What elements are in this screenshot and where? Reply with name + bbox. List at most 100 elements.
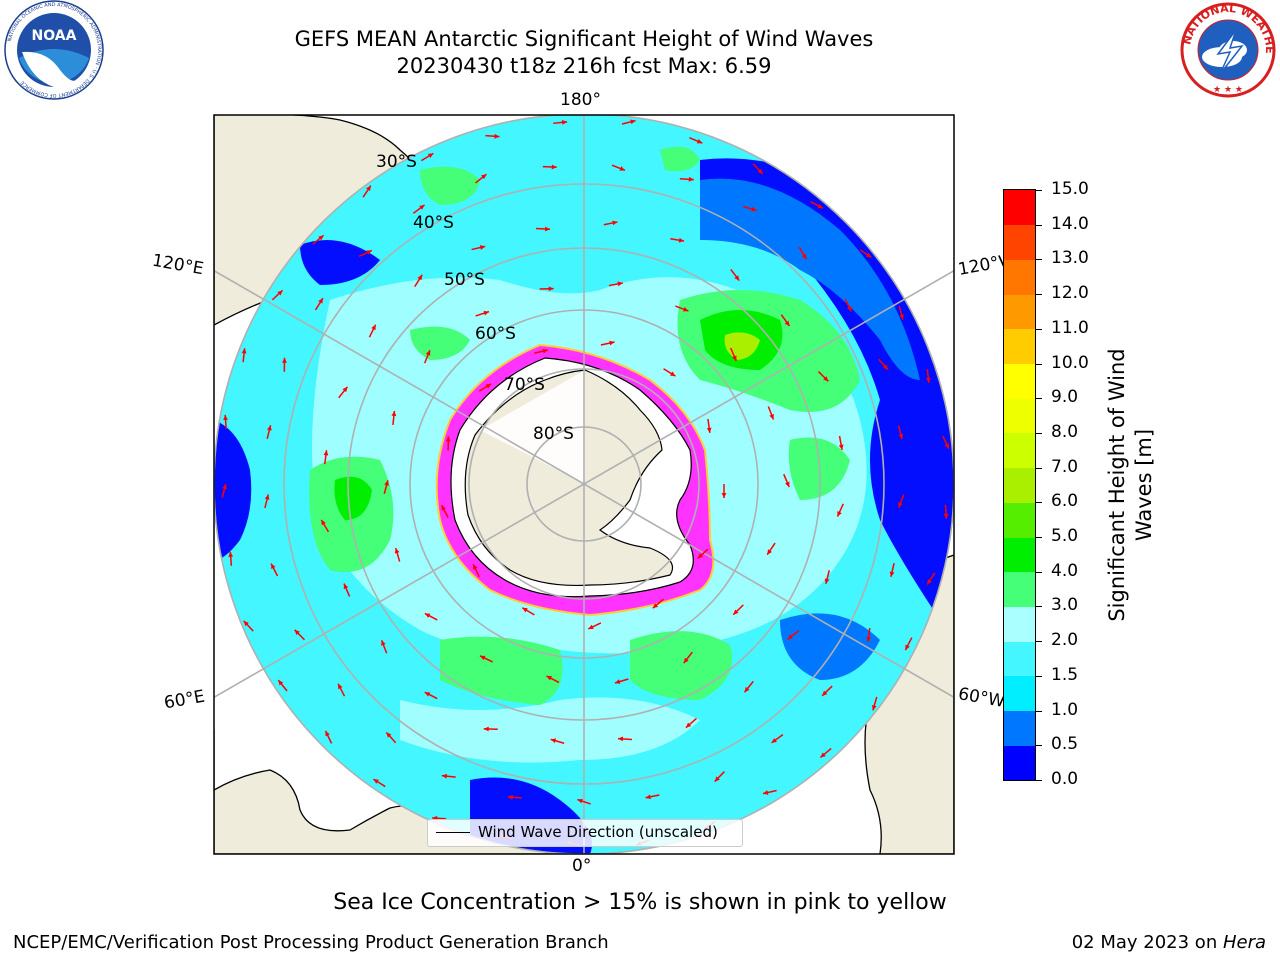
legend-label: Wind Wave Direction (unscaled): [478, 823, 718, 841]
wave-direction-arrowhead: [801, 253, 807, 260]
wave-direction-arrowhead: [823, 376, 829, 382]
colorbar-tick-label: 9.0: [1051, 387, 1079, 408]
lon-label-0: 0°: [572, 856, 592, 876]
wave-direction-arrowhead: [394, 548, 400, 554]
colorbar-tick: [1035, 398, 1042, 400]
wave-direction-arrowhead: [241, 348, 247, 354]
chart-title: GEFS MEAN Antarctic Significant Height o…: [294, 27, 874, 51]
wave-direction-arrowhead: [550, 738, 557, 744]
chart-subtitle: 20230430 t18z 216h fcst Max: 6.59: [396, 54, 772, 78]
wave-direction-arrowhead: [441, 505, 446, 511]
wave-direction-arrowhead: [223, 414, 228, 421]
map-legend: Wind Wave Direction (unscaled): [427, 819, 743, 847]
colorbar-tick-label: 12.0: [1051, 283, 1089, 304]
meridian-60e-120w: [214, 269, 954, 699]
colorbar-tick: [1035, 745, 1042, 747]
footer-date-text: 02 May 2023 on: [1071, 932, 1223, 953]
colorbar-segment: [1004, 398, 1035, 434]
wave-direction-arrowhead: [678, 237, 685, 243]
wave-direction-arrowhead: [384, 480, 389, 486]
colorbar-tick-label: 14.0: [1051, 213, 1089, 234]
wave-direction-arrowhead: [898, 433, 904, 440]
wave-direction-arrowhead: [733, 609, 739, 615]
wave-direction-arrowhead: [785, 481, 790, 488]
wave-direction-arrowhead: [769, 414, 774, 420]
colorbar-tick: [1035, 606, 1042, 608]
wave-direction-arrowhead: [697, 553, 703, 559]
wave-direction-arrowhead: [278, 680, 284, 686]
wave-direction-arrowhead: [683, 657, 689, 664]
colorbar-tick: [1035, 675, 1042, 677]
wave-direction-arrowhead: [494, 133, 500, 139]
colorbar-label: Significant Height of Wind Waves [m]: [1105, 348, 1156, 622]
wave-direction-arrowhead: [342, 386, 348, 393]
wave-direction-arrowhead: [871, 704, 877, 711]
colorbar-tick-label: 13.0: [1051, 248, 1089, 269]
wave-direction-arrowhead: [548, 286, 554, 292]
wave-direction-arrowhead: [277, 290, 283, 296]
wave-direction-arrowhead: [683, 307, 689, 312]
wave-direction-arrowhead: [228, 551, 234, 557]
wave-direction-arrowhead: [366, 250, 372, 255]
wave-direction-arrowhead: [944, 443, 949, 449]
colorbar-tick-label: 10.0: [1051, 352, 1089, 373]
wave-direction-arrowhead: [866, 252, 872, 258]
wave-direction-arrowhead: [696, 139, 703, 144]
colorbar-segment: [1004, 502, 1035, 538]
wave-direction-arrowhead: [688, 176, 694, 182]
colorbar-segment: [1004, 294, 1035, 330]
wave-direction-arrowhead: [612, 220, 618, 226]
wave-direction-arrowhead: [617, 281, 623, 287]
wave-direction-arrowhead: [905, 644, 910, 651]
wave-direction-arrowhead: [714, 776, 720, 782]
wave-direction-arrowhead: [927, 579, 932, 585]
wave-direction-arrowhead: [883, 364, 889, 370]
colorbar-segment: [1004, 675, 1035, 712]
wave-direction-arrowhead: [820, 752, 826, 758]
wave-direction-arrowhead: [479, 655, 486, 661]
wave-direction-arrowhead: [424, 692, 431, 697]
wave-direction-arrowhead: [417, 274, 423, 281]
map-border: [213, 114, 955, 855]
colorbar-tick: [1035, 190, 1042, 191]
wave-direction-arrowhead: [577, 798, 583, 804]
lat-label-30s: 30°S: [376, 152, 417, 172]
colorbar: [1003, 189, 1036, 781]
wave-direction-arrowhead: [822, 690, 828, 696]
colorbar-segment: [1004, 259, 1035, 295]
colorbar-tick: [1035, 502, 1042, 504]
colorbar-tick: [1035, 294, 1042, 296]
wave-direction-arrowhead: [522, 607, 528, 613]
wave-direction-arrowhead: [630, 119, 636, 125]
legend-line-swatch: [436, 832, 470, 833]
colorbar-segment: [1004, 537, 1035, 573]
wave-direction-arrowhead: [787, 634, 793, 640]
wave-direction-arrowhead: [485, 383, 492, 389]
wave-direction-arrowhead: [343, 583, 349, 590]
colorbar-tick-label: 6.0: [1051, 491, 1079, 512]
colorbar-tick-label: 11.0: [1051, 317, 1089, 338]
wave-direction-arrowhead: [751, 206, 757, 212]
wave-direction-arrowhead: [619, 166, 626, 171]
wave-direction-arrowhead: [838, 444, 844, 450]
wave-direction-arrowhead: [323, 450, 329, 456]
colorbar-tick-label: 0.0: [1051, 769, 1079, 789]
colorbar-segment: [1004, 224, 1035, 260]
colorbar-tick-label: 5.0: [1051, 526, 1079, 547]
lat-label-80s: 80°S: [533, 424, 574, 444]
wave-direction-arrowhead: [561, 120, 568, 125]
colorbar-segment: [1004, 571, 1035, 607]
wave-direction-arrowhead: [824, 578, 830, 584]
wave-direction-arrowhead: [609, 340, 615, 346]
colorbar-tick: [1035, 467, 1042, 469]
colorbar-tick: [1035, 641, 1042, 643]
wave-direction-arrowhead: [847, 305, 852, 312]
wave-direction-arrowhead: [721, 493, 727, 498]
colorbar-segment: [1004, 432, 1035, 469]
wave-direction-arrowhead: [837, 511, 842, 517]
lat-label-50s: 50°S: [444, 270, 485, 290]
wave-direction-arrowhead: [617, 736, 624, 742]
colorbar-tick: [1035, 328, 1042, 330]
wave-direction-arrowhead: [757, 168, 763, 175]
wave-direction-arrowhead: [243, 620, 249, 627]
